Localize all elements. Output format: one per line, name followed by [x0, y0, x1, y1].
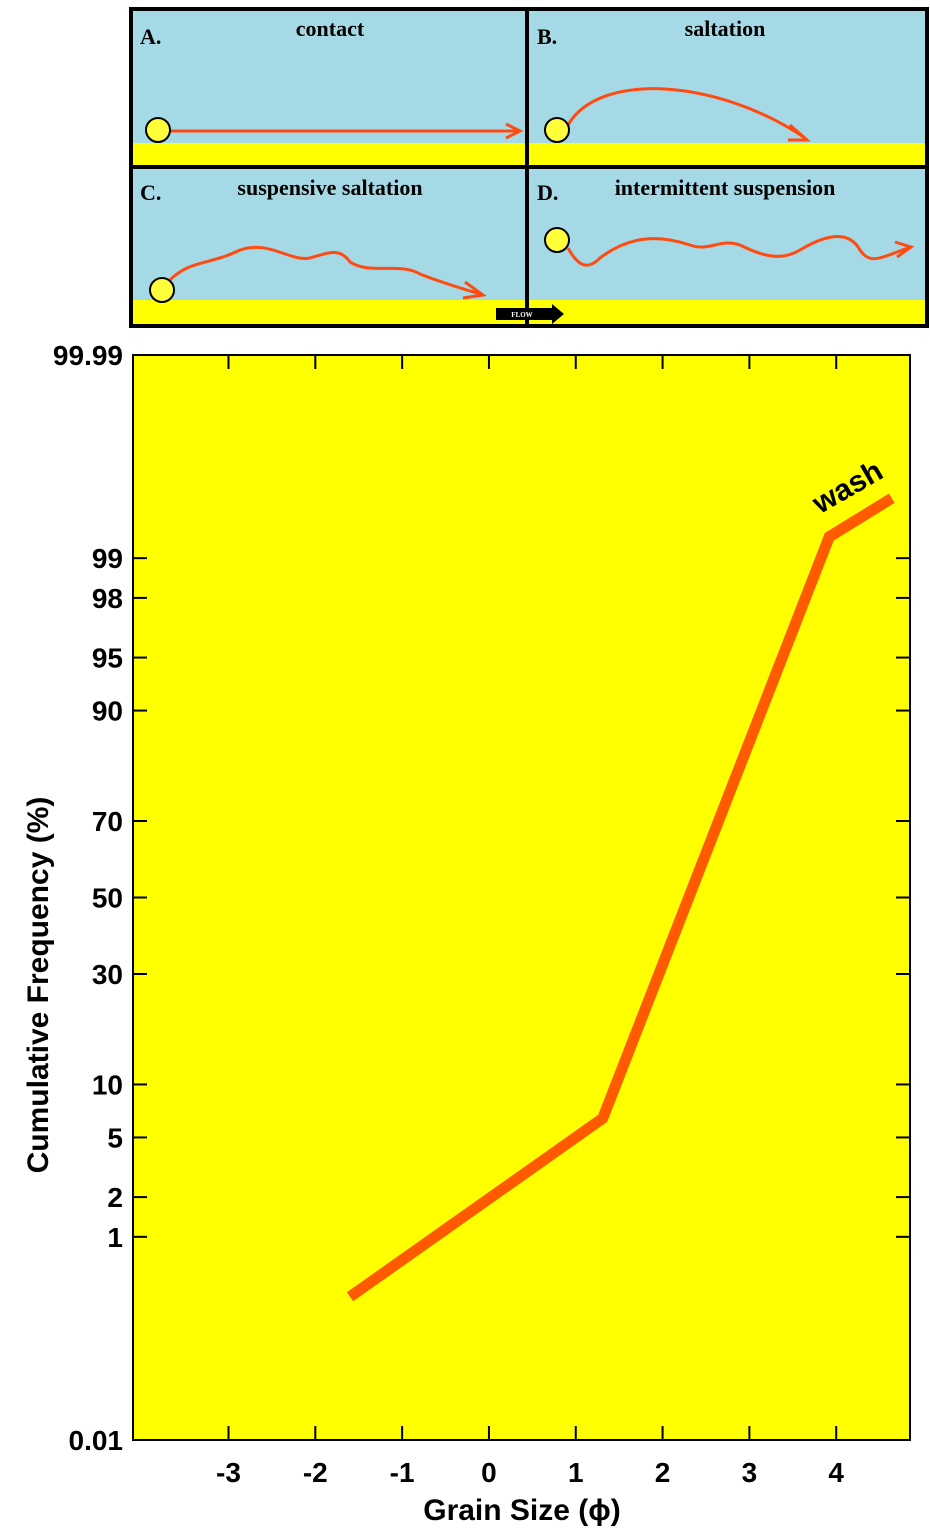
- grain: [145, 117, 171, 143]
- path-c: [168, 245, 487, 300]
- y-tick-label: 30: [92, 959, 123, 990]
- x-tick-label: 2: [655, 1457, 671, 1488]
- flow-label: FLOW: [511, 311, 532, 319]
- x-tick-label: -1: [390, 1457, 415, 1488]
- y-tick-label: 10: [92, 1069, 123, 1100]
- panel-title: intermittent suspension: [615, 175, 836, 200]
- panel-label: A.: [140, 24, 161, 49]
- line: [346, 493, 895, 1302]
- panel-label: D.: [537, 180, 558, 205]
- panel-title: contact: [296, 16, 365, 41]
- grain: [544, 117, 570, 143]
- grain: [544, 227, 570, 253]
- panel-label: C.: [140, 180, 161, 205]
- panel-title: suspensive saltation: [237, 175, 422, 200]
- y-tick-label: 95: [92, 643, 123, 674]
- y-tick-label: 5: [107, 1122, 123, 1153]
- plot-area: [132, 354, 911, 1441]
- flow-arrow: [496, 304, 564, 324]
- grain: [149, 277, 175, 303]
- chart: 0.01 1 2 5 10 30 50 70 90 95 98 99 99.99 -3 -2 -1 0 1 2 3 4 G…: [22, 340, 911, 1527]
- x-tick-label: -3: [216, 1457, 241, 1488]
- x-tick-label: 3: [742, 1457, 758, 1488]
- y-tick-label: 90: [92, 696, 123, 727]
- path-d: [566, 235, 915, 267]
- paths: [168, 87, 915, 300]
- path-a: [170, 122, 524, 140]
- y-axis-label: Cumulative Frequency (%): [22, 797, 55, 1174]
- diagram: A. contact B. saltation C. suspensive sa…: [129, 7, 929, 328]
- y-tick-label: 98: [92, 583, 123, 614]
- x-tick-label: 0: [481, 1457, 497, 1488]
- panel-title: saltation: [685, 16, 766, 41]
- y-tick-label: 70: [92, 806, 123, 837]
- y-tick-label: 0.01: [69, 1425, 124, 1456]
- y-tick-label: 99.99: [53, 340, 123, 371]
- y-tick-label: 99: [92, 543, 123, 574]
- y-tick-label: 2: [107, 1182, 123, 1213]
- y-tick-label: 50: [92, 883, 123, 914]
- x-axis-label: Grain Size (ϕ): [423, 1494, 621, 1527]
- x-tick-label: -2: [303, 1457, 328, 1488]
- y-tick-label: 1: [107, 1222, 123, 1253]
- x-tick-label: 1: [568, 1457, 584, 1488]
- x-tick-label: 4: [828, 1457, 844, 1488]
- path-b: [566, 87, 811, 142]
- panel-label: B.: [537, 24, 557, 49]
